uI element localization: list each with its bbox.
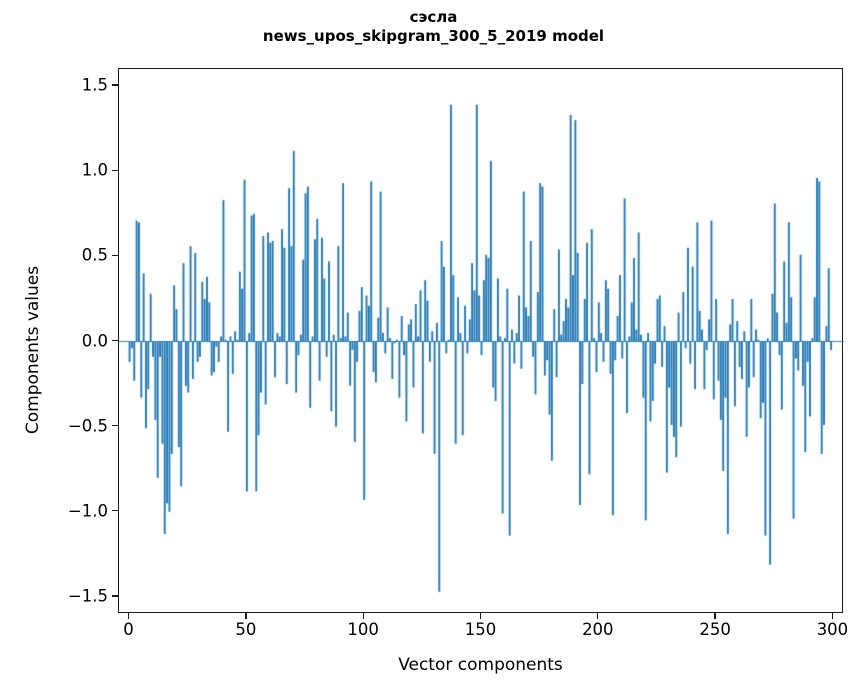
x-tick-mark <box>127 613 130 619</box>
bar-series-canvas <box>119 69 844 614</box>
chart-title-line-1: сэсла <box>409 8 458 26</box>
plot-area <box>118 68 844 614</box>
y-tick-mark <box>112 595 118 597</box>
y-tick-mark <box>112 84 118 86</box>
chart-title: сэсла news_upos_skipgram_300_5_2019 mode… <box>0 8 867 46</box>
y-tick-label: 1.5 <box>81 75 108 95</box>
y-tick-label: −1.0 <box>67 501 108 521</box>
chart-title-line-2: news_upos_skipgram_300_5_2019 model <box>262 27 605 45</box>
y-tick-label: −1.5 <box>67 586 108 606</box>
y-tick-mark <box>112 169 118 171</box>
y-tick-label: −0.5 <box>67 416 108 436</box>
x-tick-mark <box>479 613 482 619</box>
x-tick-label: 50 <box>235 620 257 639</box>
x-tick-mark <box>714 613 716 619</box>
x-tick-label: 150 <box>464 620 497 639</box>
x-tick-label: 100 <box>347 620 379 639</box>
x-tick-mark <box>362 613 364 619</box>
x-tick-label: 250 <box>699 620 731 639</box>
x-axis-label: Vector components <box>398 655 563 675</box>
y-axis-label: Components values <box>23 265 43 435</box>
x-tick-mark <box>831 613 834 619</box>
x-tick-label: 300 <box>816 620 849 639</box>
y-tick-mark <box>112 339 118 342</box>
y-tick-label: 0.0 <box>81 331 108 350</box>
y-tick-label: 0.5 <box>81 245 108 265</box>
x-tick-label: 200 <box>582 620 614 639</box>
x-tick-mark <box>245 613 247 619</box>
x-tick-label: 0 <box>123 620 134 639</box>
y-tick-mark <box>112 510 118 512</box>
y-tick-mark <box>112 425 118 427</box>
y-tick-label: 1.0 <box>81 160 108 180</box>
x-tick-mark <box>597 613 599 619</box>
y-tick-mark <box>112 254 118 256</box>
